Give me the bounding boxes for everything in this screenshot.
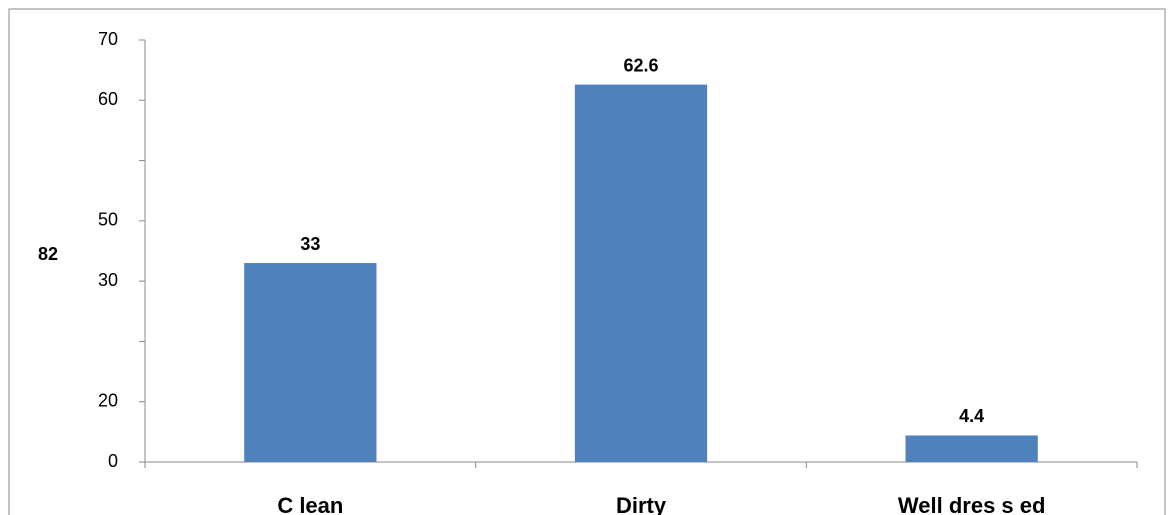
y-tick-label: 60 <box>98 89 118 109</box>
value-label: 4.4 <box>959 406 984 426</box>
bar <box>574 84 708 463</box>
y-tick-label: 0 <box>108 451 118 471</box>
y-tick-label: 70 <box>98 29 118 49</box>
y-tick-label: 30 <box>98 270 118 290</box>
bar <box>244 263 377 462</box>
y-axis-label: 82 <box>38 244 58 264</box>
chart-frame <box>8 8 1166 515</box>
y-tick-label: 20 <box>98 390 118 410</box>
y-tick-label: 50 <box>98 210 118 230</box>
value-label: 62.6 <box>623 55 658 75</box>
bar <box>905 435 1038 462</box>
x-tick-label: C lean <box>277 493 343 515</box>
value-label: 33 <box>300 234 320 254</box>
x-tick-label: Dirty <box>616 493 667 515</box>
x-tick-label: Well dres s ed <box>898 493 1046 515</box>
